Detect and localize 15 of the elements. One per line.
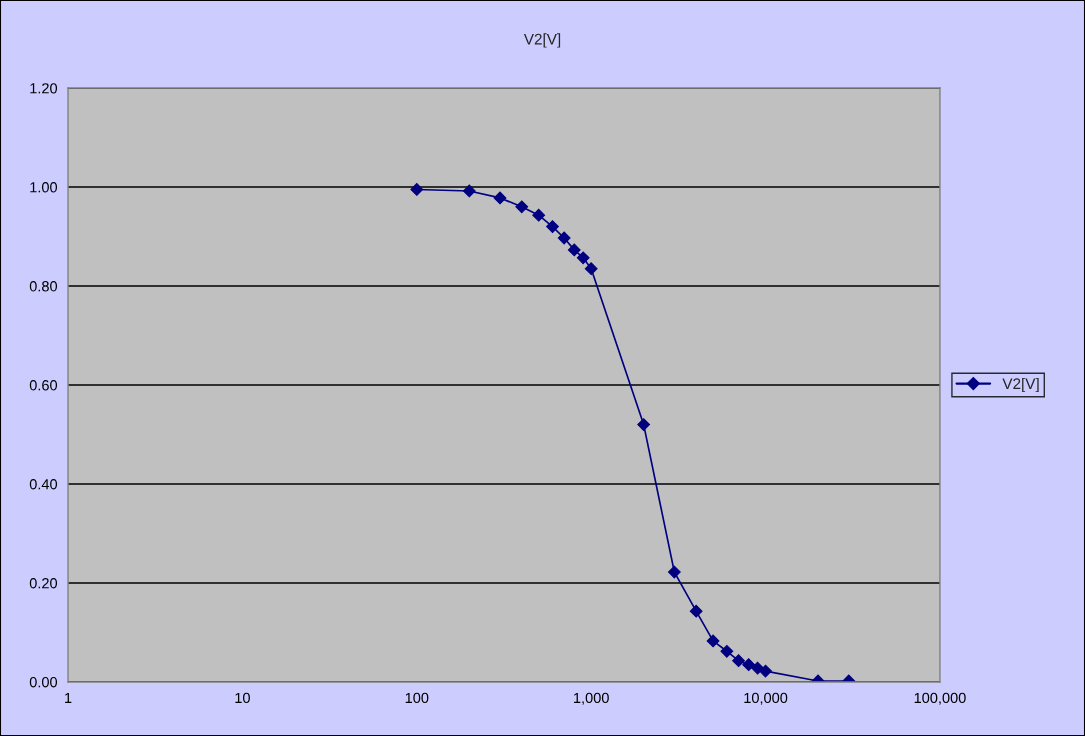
chart-title: V2[V] [523,33,561,48]
x-tick-label: 100 [405,692,429,704]
x-tick-label: 10 [235,692,250,704]
y-tick-label: 1.00 [30,182,58,193]
y-tick-label: 0.80 [29,281,58,292]
y-tick-label: 0.40 [29,479,58,490]
x-tick-label: 1 [65,692,72,703]
legend-label: V2[V] [1002,377,1039,393]
y-tick-label: 0.60 [29,380,58,391]
y-tick-label: 1.20 [30,83,58,94]
y-tick-label: 0.00 [29,677,58,688]
y-tick-label: 0.20 [29,578,58,589]
x-tick-label: 100,000 [914,692,966,705]
x-tick-label: 10,000 [744,692,788,705]
x-tick-label: 1,000 [574,692,609,705]
